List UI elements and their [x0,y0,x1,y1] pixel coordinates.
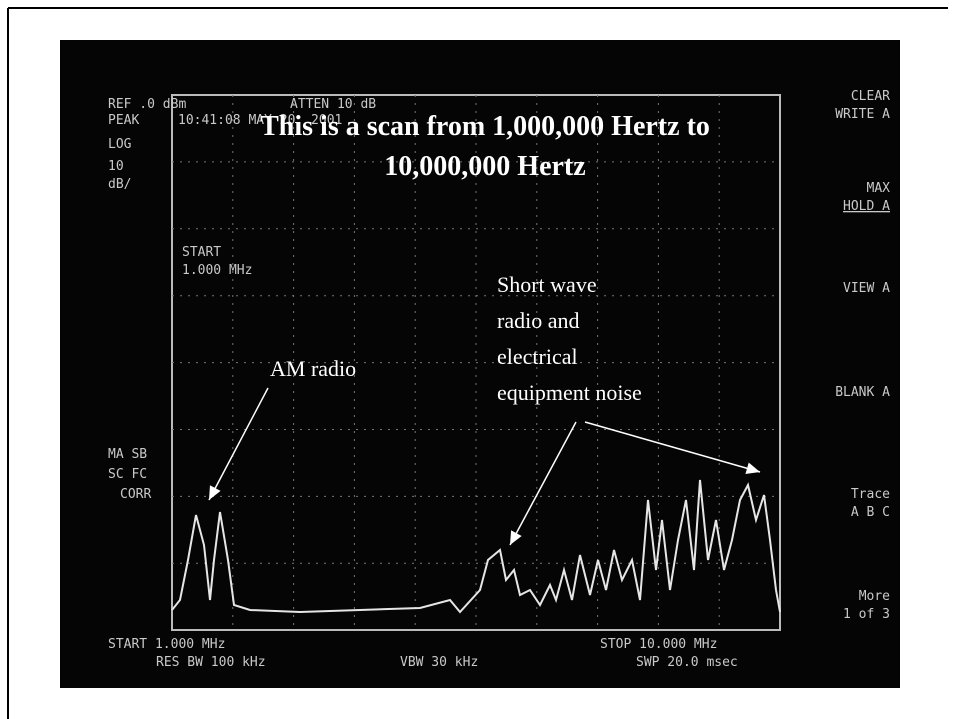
softkey: MAX [867,181,891,196]
annotation: electrical [497,344,578,369]
analyzer-photo [60,40,900,688]
softkeys: CLEAR WRITE A MAX HOLD A VIEW A BLANK A … [835,89,890,622]
annotation: equipment noise [497,380,642,405]
sweep: SWP 20.0 msec [636,655,738,670]
start-freq: START 1.000 MHz [108,637,225,652]
ref-level: REF .0 dBm [108,97,186,112]
softkey: CLEAR [851,89,890,104]
softkey: VIEW A [843,281,890,296]
softkey: More [859,589,890,604]
scale-unit: dB/ [108,177,131,192]
arrow [509,421,577,546]
graticule [172,95,780,630]
res-bw: RES BW 100 kHz [156,655,266,670]
annotation: Short wave [497,272,597,297]
softkey: BLANK A [835,385,890,400]
softkey: WRITE A [835,107,890,122]
annotation: AM radio [270,356,356,381]
flag: CORR [120,487,151,502]
stop-freq: STOP 10.000 MHz [600,637,717,652]
vbw: VBW 30 kHz [400,655,478,670]
arrow [584,421,761,475]
softkey: Trace [851,487,890,502]
flag: MA SB [108,447,147,462]
spectrum-trace [171,479,781,614]
start-marker: START [182,245,221,260]
title: 10,000,000 Hertz [384,151,585,182]
attenuation: ATTEN 10 dB [290,97,376,112]
timestamp: 10:41:08 MAY 20, 2001 [178,113,342,128]
arrows [208,387,761,546]
flag: SC FC [108,467,147,482]
arrow [208,387,269,501]
peak: PEAK [108,113,139,128]
softkey: A B C [851,505,890,520]
title: This is a scan from 1,000,000 Hertz to [260,111,710,142]
softkey: HOLD A [843,199,890,214]
annotation: radio and [497,308,579,333]
scale-value: 10 [108,159,124,174]
softkey: 1 of 3 [843,607,890,622]
log: LOG [108,137,132,152]
start-marker: 1.000 MHz [182,263,252,278]
